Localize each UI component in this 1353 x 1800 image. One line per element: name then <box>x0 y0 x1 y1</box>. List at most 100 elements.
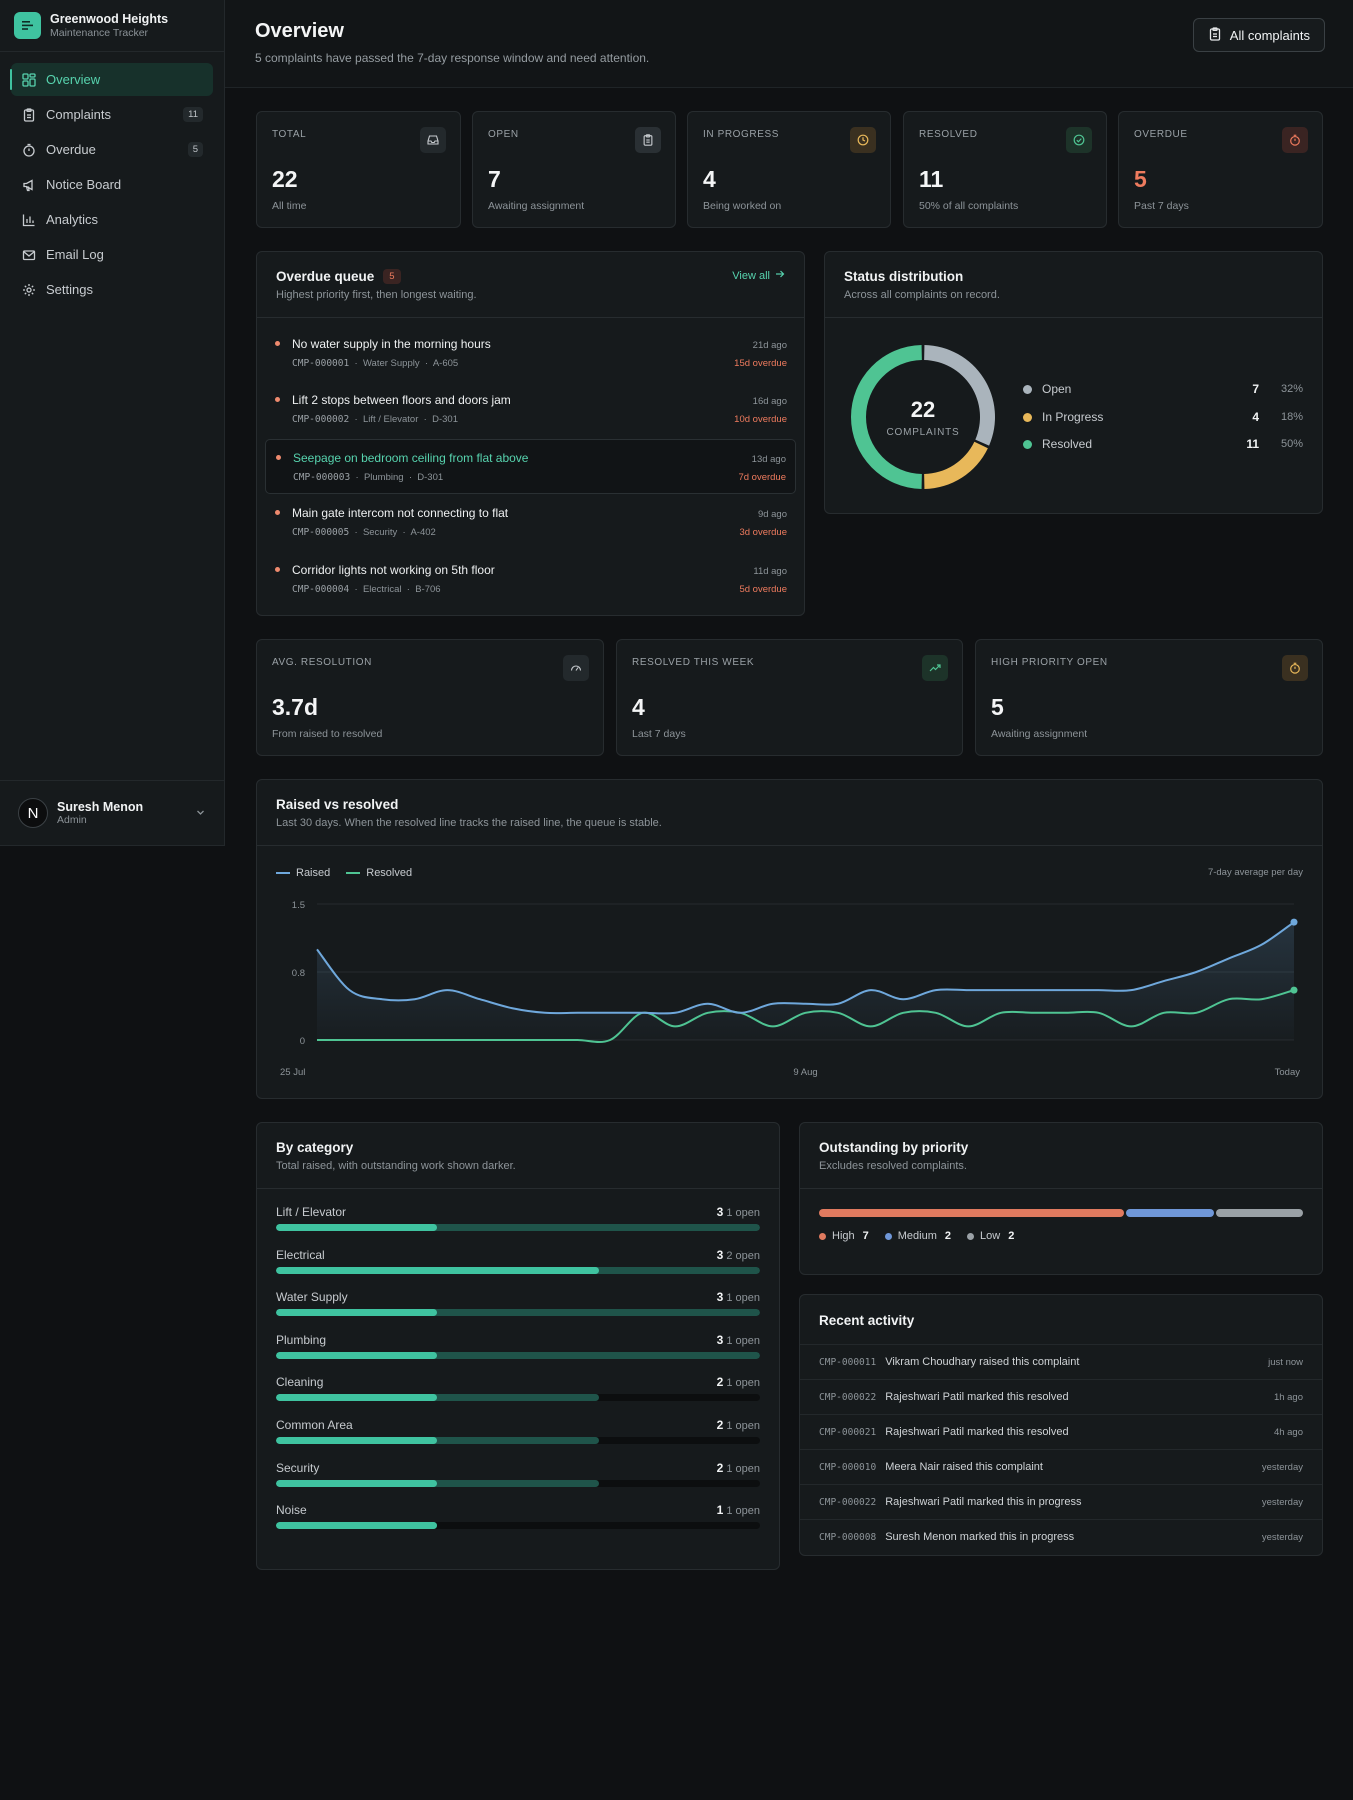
overdue-item[interactable]: No water supply in the morning hours CMP… <box>265 326 796 381</box>
clipboard-icon <box>1208 26 1230 44</box>
activity-row[interactable]: CMP-000022 Rajeshwari Patil marked this … <box>800 1484 1322 1519</box>
mail-icon <box>21 247 37 263</box>
category-row[interactable]: Security 2 1 open <box>276 1461 760 1495</box>
overdue-count-badge: 5 <box>187 142 203 157</box>
category-bar-total <box>276 1437 599 1444</box>
category-open: 1 open <box>726 1377 760 1390</box>
brand[interactable]: Greenwood Heights Maintenance Tracker <box>0 0 224 52</box>
all-complaints-button[interactable]: All complaints <box>1192 18 1325 52</box>
legend-swatch <box>346 872 361 874</box>
priority-legend: High 7 Medium 2 Low 2 <box>819 1230 1014 1242</box>
overdue-item[interactable]: Corridor lights not working on 5th floor… <box>265 552 796 607</box>
metric-card-avg-resolution[interactable]: Avg. Resolution 3.7d From raised to reso… <box>256 639 604 756</box>
sidebar-item-overview[interactable]: Overview <box>10 63 213 96</box>
sidebar-item-label: Complaints <box>46 107 112 122</box>
activity-row[interactable]: CMP-000011 Vikram Choudhary raised this … <box>800 1344 1322 1379</box>
category-row[interactable]: Electrical 3 2 open <box>276 1248 760 1282</box>
complaint-id: CMP-000001 <box>292 358 350 369</box>
overdue-item-title: Main gate intercom not connecting to fla… <box>292 506 509 520</box>
category-bar-total <box>276 1224 760 1231</box>
category-total: 2 <box>716 1375 724 1390</box>
complaint-category: Lift / Elevator <box>362 414 419 425</box>
overdue-item[interactable]: Seepage on bedroom ceiling from flat abo… <box>265 439 796 494</box>
category-row[interactable]: Lift / Elevator 3 1 open <box>276 1205 760 1239</box>
status-donut-chart <box>850 345 995 489</box>
category-row[interactable]: Water Supply 3 1 open <box>276 1290 760 1324</box>
category-row[interactable]: Cleaning 2 1 open <box>276 1375 760 1409</box>
category-bar-total <box>276 1479 599 1487</box>
stat-subtitle: Being worked on <box>703 200 782 212</box>
category-name: Common Area <box>276 1418 353 1432</box>
complaint-category: Security <box>362 527 398 538</box>
activity-row[interactable]: CMP-000008 Suresh Menon marked this in p… <box>800 1519 1322 1554</box>
sidebar-item-complaints[interactable]: Complaints 11 <box>11 98 213 131</box>
overdue-item-age: 16d ago <box>752 396 787 407</box>
sidebar-item-analytics[interactable]: Analytics <box>11 203 213 236</box>
category-bar-total <box>276 1394 599 1402</box>
stat-card-in-progress[interactable]: In Progress 4 Being worked on <box>687 111 891 228</box>
view-all-link[interactable]: View all <box>732 269 785 282</box>
trend-subtitle: Last 30 days. When the resolved line tra… <box>276 817 662 829</box>
activity-row[interactable]: CMP-000022 Rajeshwari Patil marked this … <box>800 1379 1322 1414</box>
activity-time: yesterday <box>1261 1531 1303 1543</box>
metric-subtitle: From raised to resolved <box>272 728 383 740</box>
category-row[interactable]: Noise 1 1 open <box>276 1503 760 1537</box>
stopwatch-icon <box>1282 655 1308 681</box>
sidebar-item-email-log[interactable]: Email Log <box>11 238 213 271</box>
sidebar-item-overdue[interactable]: Overdue 5 <box>11 133 213 166</box>
donut-slice[interactable] <box>850 345 922 489</box>
activity-row[interactable]: CMP-000010 Meera Nair raised this compla… <box>800 1449 1322 1484</box>
category-bar-fill <box>276 1266 599 1274</box>
priority-stacked-bar <box>819 1209 1303 1217</box>
stat-card-overdue[interactable]: Overdue 5 Past 7 days <box>1118 111 1323 228</box>
view-all-label: View all <box>732 269 770 282</box>
category-name: Cleaning <box>276 1375 324 1390</box>
sidebar-item-settings[interactable]: Settings <box>11 273 213 306</box>
category-row[interactable]: Plumbing 3 1 open <box>276 1333 760 1367</box>
metric-card-high-priority-open[interactable]: High Priority Open 5 Awaiting assignment <box>975 639 1323 756</box>
raised-vs-resolved-chart: 0 0.8 1.5 25 Jul 9 Aug Today <box>280 900 1300 1078</box>
metric-card-resolved-this-week[interactable]: Resolved This Week 4 Last 7 days <box>616 639 963 756</box>
avatar: N <box>18 798 48 828</box>
category-bar-track <box>276 1522 760 1530</box>
overdue-item[interactable]: Lift 2 stops between floors and doors ja… <box>265 382 796 437</box>
overdue-item[interactable]: Main gate intercom not connecting to fla… <box>265 495 796 550</box>
stat-card-open[interactable]: Open 7 Awaiting assignment <box>472 111 676 228</box>
legend-raised: Raised <box>296 867 331 879</box>
gear-icon <box>21 282 37 298</box>
by-category-card: By category Total raised, with outstandi… <box>256 1122 780 1570</box>
legend-resolved: Resolved <box>366 867 413 879</box>
user-menu[interactable]: N Suresh Menon Admin <box>0 780 224 845</box>
sidebar-item-notice-board[interactable]: Notice Board <box>11 168 213 201</box>
legend-count: 4 <box>1252 410 1259 424</box>
category-open: 1 open <box>726 1462 760 1475</box>
category-row[interactable]: Common Area 2 1 open <box>276 1418 760 1452</box>
category-header: By category Total raised, with outstandi… <box>257 1123 779 1189</box>
complaint-id: CMP-000002 <box>292 414 350 425</box>
priority-segment <box>1126 1209 1214 1217</box>
status-legend-open[interactable]: Open 7 32% <box>1023 379 1303 399</box>
priority-name: Medium <box>897 1230 937 1242</box>
sidebar-item-label: Overdue <box>46 142 96 157</box>
metric-value: 5 <box>991 694 1004 720</box>
activity-title: Recent activity <box>819 1313 915 1328</box>
status-legend-resolved[interactable]: Resolved 11 50% <box>1023 434 1303 454</box>
donut-slice[interactable] <box>924 441 988 489</box>
donut-slice[interactable] <box>924 345 995 446</box>
status-legend-in-progress[interactable]: In Progress 4 18% <box>1023 407 1303 427</box>
stat-card-resolved[interactable]: Resolved 11 50% of all complaints <box>903 111 1107 228</box>
overdue-item-title: Lift 2 stops between floors and doors ja… <box>292 393 511 407</box>
overdue-item-age: 21d ago <box>752 340 787 351</box>
legend-name: In Progress <box>1042 410 1104 424</box>
activity-row[interactable]: CMP-000021 Rajeshwari Patil marked this … <box>800 1414 1322 1449</box>
overdue-item-overdue: 7d overdue <box>738 472 786 483</box>
stat-card-total[interactable]: Total 22 All time <box>256 111 461 228</box>
overdue-item-meta: CMP-000005 · Security · A-402 <box>292 527 436 538</box>
chevron-down-icon[interactable] <box>195 806 206 821</box>
priority-segment <box>1215 1209 1303 1217</box>
category-bar-fill <box>276 1309 438 1317</box>
